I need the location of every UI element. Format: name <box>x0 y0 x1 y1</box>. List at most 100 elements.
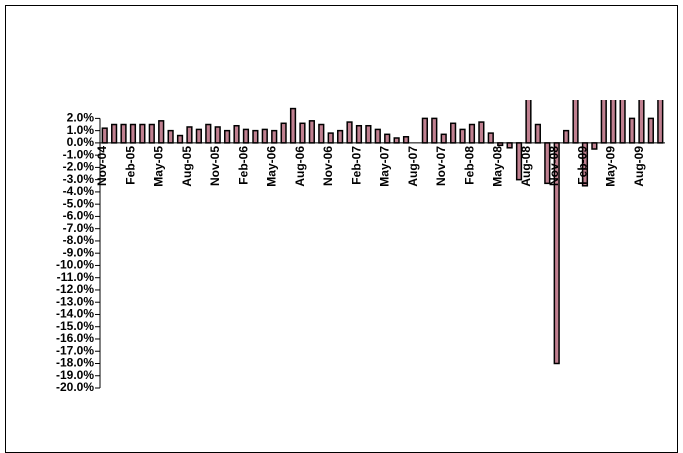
y-tick-label: -18.0% <box>56 356 94 370</box>
x-tick-label: Nov-08 <box>547 146 561 186</box>
bar <box>299 122 306 144</box>
bar <box>186 126 193 144</box>
bar <box>384 133 391 144</box>
bar <box>591 142 598 150</box>
bar <box>525 100 532 144</box>
bar <box>393 137 400 144</box>
bar <box>195 128 202 144</box>
bar <box>506 142 513 149</box>
y-tick-label: -10.0% <box>56 258 94 272</box>
bar <box>271 129 278 144</box>
x-tick-label: Feb-09 <box>575 146 589 185</box>
bar <box>176 134 184 144</box>
x-tick-label: Nov-04 <box>95 146 109 186</box>
bar <box>487 132 494 144</box>
x-tick-label: Nov-06 <box>321 146 335 186</box>
x-tick-label: Aug-07 <box>406 146 420 187</box>
x-tick-label: May-08 <box>491 146 505 187</box>
x-tick-label: Feb-06 <box>236 146 250 185</box>
bar <box>280 122 287 144</box>
bar <box>205 123 212 144</box>
x-tick-label: Feb-07 <box>349 146 363 185</box>
plot-area <box>101 100 664 365</box>
bar <box>402 136 410 144</box>
bar <box>450 122 457 144</box>
bar <box>478 121 485 144</box>
y-tick-label: -19.0% <box>56 368 94 382</box>
x-tick-label: Aug-06 <box>293 146 307 187</box>
y-tick-label: -15.0% <box>56 319 94 333</box>
x-tick-label: Nov-05 <box>208 146 222 186</box>
y-tick-label: -20.0% <box>56 380 94 394</box>
y-tick-label: 1.0% <box>67 123 95 137</box>
bar <box>440 133 447 144</box>
bar <box>534 123 541 144</box>
bar <box>308 120 315 144</box>
bar <box>224 129 231 144</box>
y-tick-label: -4.0% <box>63 184 95 198</box>
y-tick-label: -17.0% <box>56 343 94 357</box>
bar <box>318 123 325 144</box>
x-tick-label: Aug-08 <box>519 146 533 187</box>
bar <box>101 127 108 144</box>
x-tick-label: Aug-05 <box>180 146 194 187</box>
x-tick-label: May-09 <box>604 146 618 187</box>
bar <box>252 129 259 144</box>
bar <box>346 121 353 144</box>
y-tick-label: -1.0% <box>63 147 95 161</box>
y-tick-label: -13.0% <box>56 294 94 308</box>
bar <box>242 128 250 144</box>
bar <box>563 129 570 144</box>
bar <box>214 126 221 144</box>
y-tick-label: -3.0% <box>63 172 95 186</box>
x-tick-label: May-05 <box>152 146 166 187</box>
bar <box>355 124 363 144</box>
y-tick-label: -12.0% <box>56 282 94 296</box>
bar <box>657 100 664 144</box>
bar <box>459 128 466 144</box>
bar <box>337 129 344 144</box>
x-tick-label: Feb-05 <box>123 146 137 185</box>
x-tick-label: Nov-07 <box>434 146 448 186</box>
bar <box>120 123 127 144</box>
bar <box>619 100 626 144</box>
y-tick-label: -5.0% <box>63 196 95 210</box>
bar <box>365 124 372 144</box>
y-tick-label: -9.0% <box>63 245 95 259</box>
bar <box>600 100 607 144</box>
chart-frame <box>5 5 678 453</box>
bar <box>628 117 636 144</box>
bar <box>129 123 137 144</box>
bar <box>572 100 579 144</box>
bar <box>327 132 334 144</box>
bar <box>421 117 428 144</box>
bar <box>647 117 654 144</box>
bar <box>289 107 297 144</box>
y-tick-label: -6.0% <box>63 209 95 223</box>
x-tick-label: Aug-09 <box>632 146 646 187</box>
y-tick-label: -14.0% <box>56 307 94 321</box>
bar <box>139 123 146 144</box>
bar <box>638 100 645 144</box>
bar <box>431 117 438 144</box>
bar <box>374 128 381 144</box>
y-tick-label: -7.0% <box>63 221 95 235</box>
bar <box>158 120 165 144</box>
bar <box>167 129 174 144</box>
y-tick-label: -2.0% <box>63 160 95 174</box>
bar <box>610 100 617 144</box>
bar <box>468 123 476 144</box>
y-tick-label: -11.0% <box>57 270 95 284</box>
bar <box>261 128 268 144</box>
y-tick-label: -8.0% <box>63 233 95 247</box>
x-tick-label: May-07 <box>378 146 392 187</box>
bar <box>148 123 155 144</box>
y-tick-label: 0.0% <box>67 135 95 149</box>
bar <box>233 124 240 144</box>
y-tick-label: -16.0% <box>56 331 94 345</box>
x-tick-label: May-06 <box>265 146 279 187</box>
bar <box>111 123 118 144</box>
x-tick-label: Feb-08 <box>462 146 476 185</box>
y-tick-label: 2.0% <box>67 111 95 125</box>
